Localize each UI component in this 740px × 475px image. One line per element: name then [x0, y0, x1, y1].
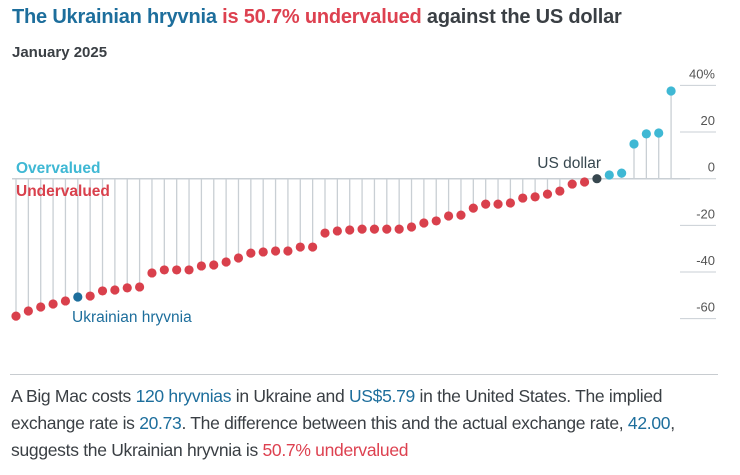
divider	[10, 374, 718, 375]
data-point	[60, 296, 71, 306]
data-point	[493, 199, 503, 209]
data-point	[172, 265, 182, 275]
data-point	[147, 268, 157, 278]
chart-title: The Ukrainian hryvnia is 50.7% undervalu…	[12, 6, 622, 28]
data-point	[270, 246, 281, 256]
ukrainian-hryvnia-point	[73, 292, 83, 302]
data-point	[36, 302, 46, 312]
highlight-annotation: Ukrainian hryvnia	[72, 309, 192, 326]
data-point	[122, 283, 132, 293]
data-point	[110, 285, 120, 295]
undervalued-label: Undervalued	[16, 183, 110, 200]
data-point	[97, 286, 108, 296]
data-point	[369, 224, 380, 234]
data-point	[641, 129, 651, 139]
data-point	[654, 128, 664, 138]
y-tick-label: -20	[696, 206, 715, 221]
data-point	[135, 282, 145, 292]
data-point	[406, 222, 417, 232]
data-point	[394, 224, 404, 234]
data-point	[617, 168, 627, 178]
data-point	[604, 170, 614, 180]
data-point	[555, 186, 565, 196]
overvalued-label: Overvalued	[16, 160, 100, 177]
data-point	[518, 193, 528, 203]
data-point	[11, 311, 21, 321]
base-annotation: US dollar	[537, 155, 601, 172]
chart-subtitle: January 2025	[12, 44, 108, 61]
data-point	[233, 253, 244, 263]
data-point	[444, 211, 454, 221]
data-point	[283, 246, 293, 256]
us-dollar-point	[592, 174, 602, 184]
y-tick-label: 0	[708, 160, 715, 175]
data-point	[567, 179, 577, 189]
data-point	[357, 224, 367, 234]
data-point	[629, 139, 639, 149]
data-point	[295, 242, 305, 252]
data-point	[48, 299, 58, 309]
data-point	[320, 228, 330, 238]
data-point	[209, 260, 219, 270]
data-point	[23, 306, 33, 316]
data-point	[184, 265, 194, 275]
data-point	[308, 242, 318, 252]
data-point	[159, 265, 169, 275]
data-point	[258, 247, 268, 257]
data-point	[481, 199, 491, 209]
y-tick-label: 20	[701, 113, 715, 128]
data-point	[530, 192, 540, 202]
data-point	[431, 216, 441, 226]
data-point	[468, 203, 478, 213]
data-point	[85, 291, 95, 301]
data-point	[666, 86, 676, 96]
data-point	[221, 257, 231, 267]
data-point	[196, 261, 206, 271]
y-tick-label: -60	[696, 300, 715, 315]
data-point	[542, 189, 553, 199]
y-tick-label: -40	[696, 253, 715, 268]
data-point	[332, 226, 342, 236]
lollipop-chart: 40% 20 0 -20 -40 -60 Overvalued Undervalued U…	[11, 66, 716, 326]
data-point	[419, 218, 429, 228]
description: A Big Mac costs 120 hryvnias in Ukraine …	[11, 386, 675, 460]
data-point	[505, 198, 515, 208]
data-point	[345, 225, 355, 235]
data-point	[382, 224, 392, 234]
y-tick-label: 40%	[689, 66, 715, 81]
data-point	[579, 177, 590, 187]
data-point	[246, 248, 256, 258]
data-point	[456, 210, 466, 220]
